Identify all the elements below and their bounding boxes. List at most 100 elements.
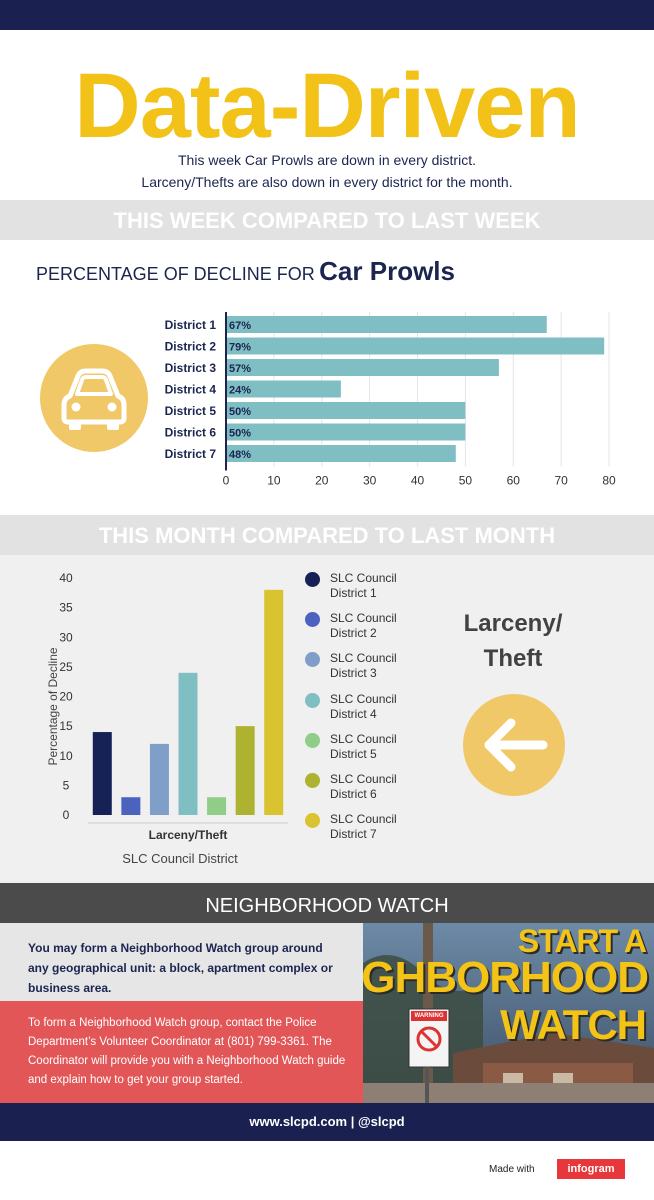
hbar-bar	[226, 316, 547, 333]
hbar-data-label: 48%	[229, 449, 251, 461]
legend-label: SLC Council District 4	[330, 692, 425, 722]
legend-swatch	[305, 692, 320, 708]
larceny-bar-chart: 0 5 10 15 20 25 30 35 40 Larceny/Theft SLC Council…	[46, 571, 288, 866]
hbar-tick-label: 30	[363, 474, 377, 488]
hbar-bar	[226, 402, 466, 419]
vbar-tick-label: 25	[59, 660, 73, 674]
car-prowls-heading: PERCENTAGE OF DECLINE FOR Car Prowls	[36, 256, 455, 287]
car-prowls-bar-chart: 0 10 20 30 40 50 60 70 80 District 1 67% District 2…	[165, 312, 616, 488]
month-section-band: THIS MONTH COMPARED TO LAST MONTH	[0, 515, 654, 555]
infogram-badge[interactable]: infogram	[557, 1159, 625, 1179]
neighborhood-watch-heading: NEIGHBORHOOD WATCH	[0, 883, 654, 923]
hbar-data-label: 50%	[229, 428, 251, 440]
hbar-tick-label: 0	[223, 474, 230, 488]
legend-label-line-2: District 3	[330, 666, 377, 681]
legend-label: SLC Council District 2	[330, 611, 425, 641]
legend-label-line-1: SLC Council	[330, 571, 397, 585]
legend-item: SLC Council District 6	[305, 772, 425, 812]
arrow-left-icon	[463, 694, 565, 796]
vbar-tick-label: 0	[63, 808, 70, 822]
legend-item: SLC Council District 3	[305, 651, 425, 691]
hbar-tick-label: 20	[315, 474, 329, 488]
hbar-tick-label: 60	[507, 474, 521, 488]
vbar-x-axis-label: SLC Council District	[122, 851, 238, 866]
heading-prefix: PERCENTAGE OF DECLINE FOR	[36, 264, 315, 284]
hbar-bar	[226, 359, 499, 376]
legend-swatch	[305, 772, 320, 788]
legend-label-line-1: SLC Council	[330, 691, 397, 706]
vbar-tick-label: 15	[59, 719, 73, 733]
page-title: Data-Driven	[74, 55, 580, 157]
made-with-label: Made with	[489, 1164, 535, 1175]
legend-label-line-1: SLC Council	[330, 812, 397, 827]
hbar-tick-label: 70	[554, 474, 568, 488]
legend-label: SLC Council District 1	[330, 571, 425, 601]
heading-emphasis: Car Prowls	[319, 256, 455, 286]
vbar-bar	[149, 743, 169, 815]
hbar-tick-label: 80	[602, 474, 616, 488]
legend-swatch	[305, 652, 320, 668]
hbar-category-label: District 3	[165, 361, 217, 375]
legend-label-line-2: District 2	[330, 626, 377, 641]
legend-item: SLC Council District 2	[305, 611, 425, 651]
legend-label-line-2: District 7	[330, 827, 377, 842]
week-section-band: THIS WEEK COMPARED TO LAST WEEK	[0, 200, 654, 240]
neighborhood-watch-poster: START A NEIGHBORHOOD WATCH WARNING	[363, 923, 654, 1103]
vbar-y-axis-label: Percentage of Decline	[46, 647, 60, 765]
legend-label: SLC Council District 5	[330, 732, 425, 762]
legend-item: SLC Council District 1	[305, 571, 425, 611]
hbar-category-label: District 6	[165, 426, 217, 440]
larceny-side-label: Larceny/ Theft	[443, 606, 583, 676]
legend-label-line-1: SLC Council	[330, 731, 397, 746]
hbar-data-label: 57%	[229, 363, 251, 375]
vbar-tick-label: 10	[59, 749, 73, 763]
vbar-tick-label: 30	[59, 630, 73, 644]
poster-line-1: START A	[517, 923, 647, 959]
vbar-bar	[121, 797, 141, 815]
larceny-legend: SLC Council District 1 SLC Council District…	[305, 571, 425, 852]
vbar-bar	[264, 589, 284, 815]
hbar-category-label: District 2	[165, 340, 217, 354]
hbar-category-label: District 1	[165, 318, 217, 332]
neighborhood-contact-panel	[0, 1001, 363, 1103]
hbar-bar	[226, 380, 341, 398]
legend-label-line-2: District 5	[330, 746, 377, 761]
legend-label-line-2: District 6	[330, 786, 377, 801]
hbar-data-label: 79%	[229, 342, 251, 354]
poster-line-3: WATCH	[500, 1001, 647, 1048]
hbar-bar	[226, 337, 605, 355]
legend-label: SLC Council District 3	[330, 651, 425, 681]
legend-label-line-2: District 1	[330, 586, 377, 600]
car-icon	[40, 344, 148, 452]
vbar-category-label: Larceny/Theft	[149, 828, 228, 842]
larceny-label-line-1: Larceny/	[463, 610, 563, 637]
hbar-category-label: District 5	[165, 404, 217, 418]
subtitle-line-1: This week Car Prowls are down in every d…	[178, 152, 476, 168]
vbar-bar	[235, 726, 255, 815]
footer-links[interactable]: www.slcpd.com | @slcpd	[0, 1103, 654, 1141]
hbar-data-label: 50%	[229, 406, 251, 418]
warning-sign-text: WARNING	[414, 1013, 444, 1019]
legend-item: SLC Council District 4	[305, 692, 425, 732]
legend-label: SLC Council District 7	[330, 812, 425, 842]
hbar-bar	[226, 445, 456, 462]
hbar-bar	[226, 423, 466, 441]
vbar-tick-label: 35	[59, 601, 73, 615]
hbar-data-label: 24%	[229, 385, 251, 397]
vbar-bar	[207, 797, 227, 815]
legend-item: SLC Council District 7	[305, 812, 425, 852]
legend-label-line-1: SLC Council	[330, 771, 397, 786]
larceny-label-line-2: Theft	[483, 645, 543, 672]
vbar-tick-label: 20	[59, 690, 73, 704]
subtitle-line-2: Larceny/Thefts are also down in every di…	[141, 174, 513, 190]
hbar-tick-label: 10	[267, 474, 281, 488]
legend-label-line-1: SLC Council	[330, 651, 397, 666]
top-bar	[0, 0, 654, 30]
vbar-bar	[92, 732, 112, 815]
hbar-tick-label: 40	[411, 474, 425, 488]
legend-swatch	[305, 572, 320, 587]
vbar-tick-label: 40	[59, 571, 73, 585]
vbar-tick-label: 5	[63, 778, 70, 792]
legend-label-line-2: District 4	[330, 706, 377, 721]
legend-swatch	[305, 732, 320, 748]
